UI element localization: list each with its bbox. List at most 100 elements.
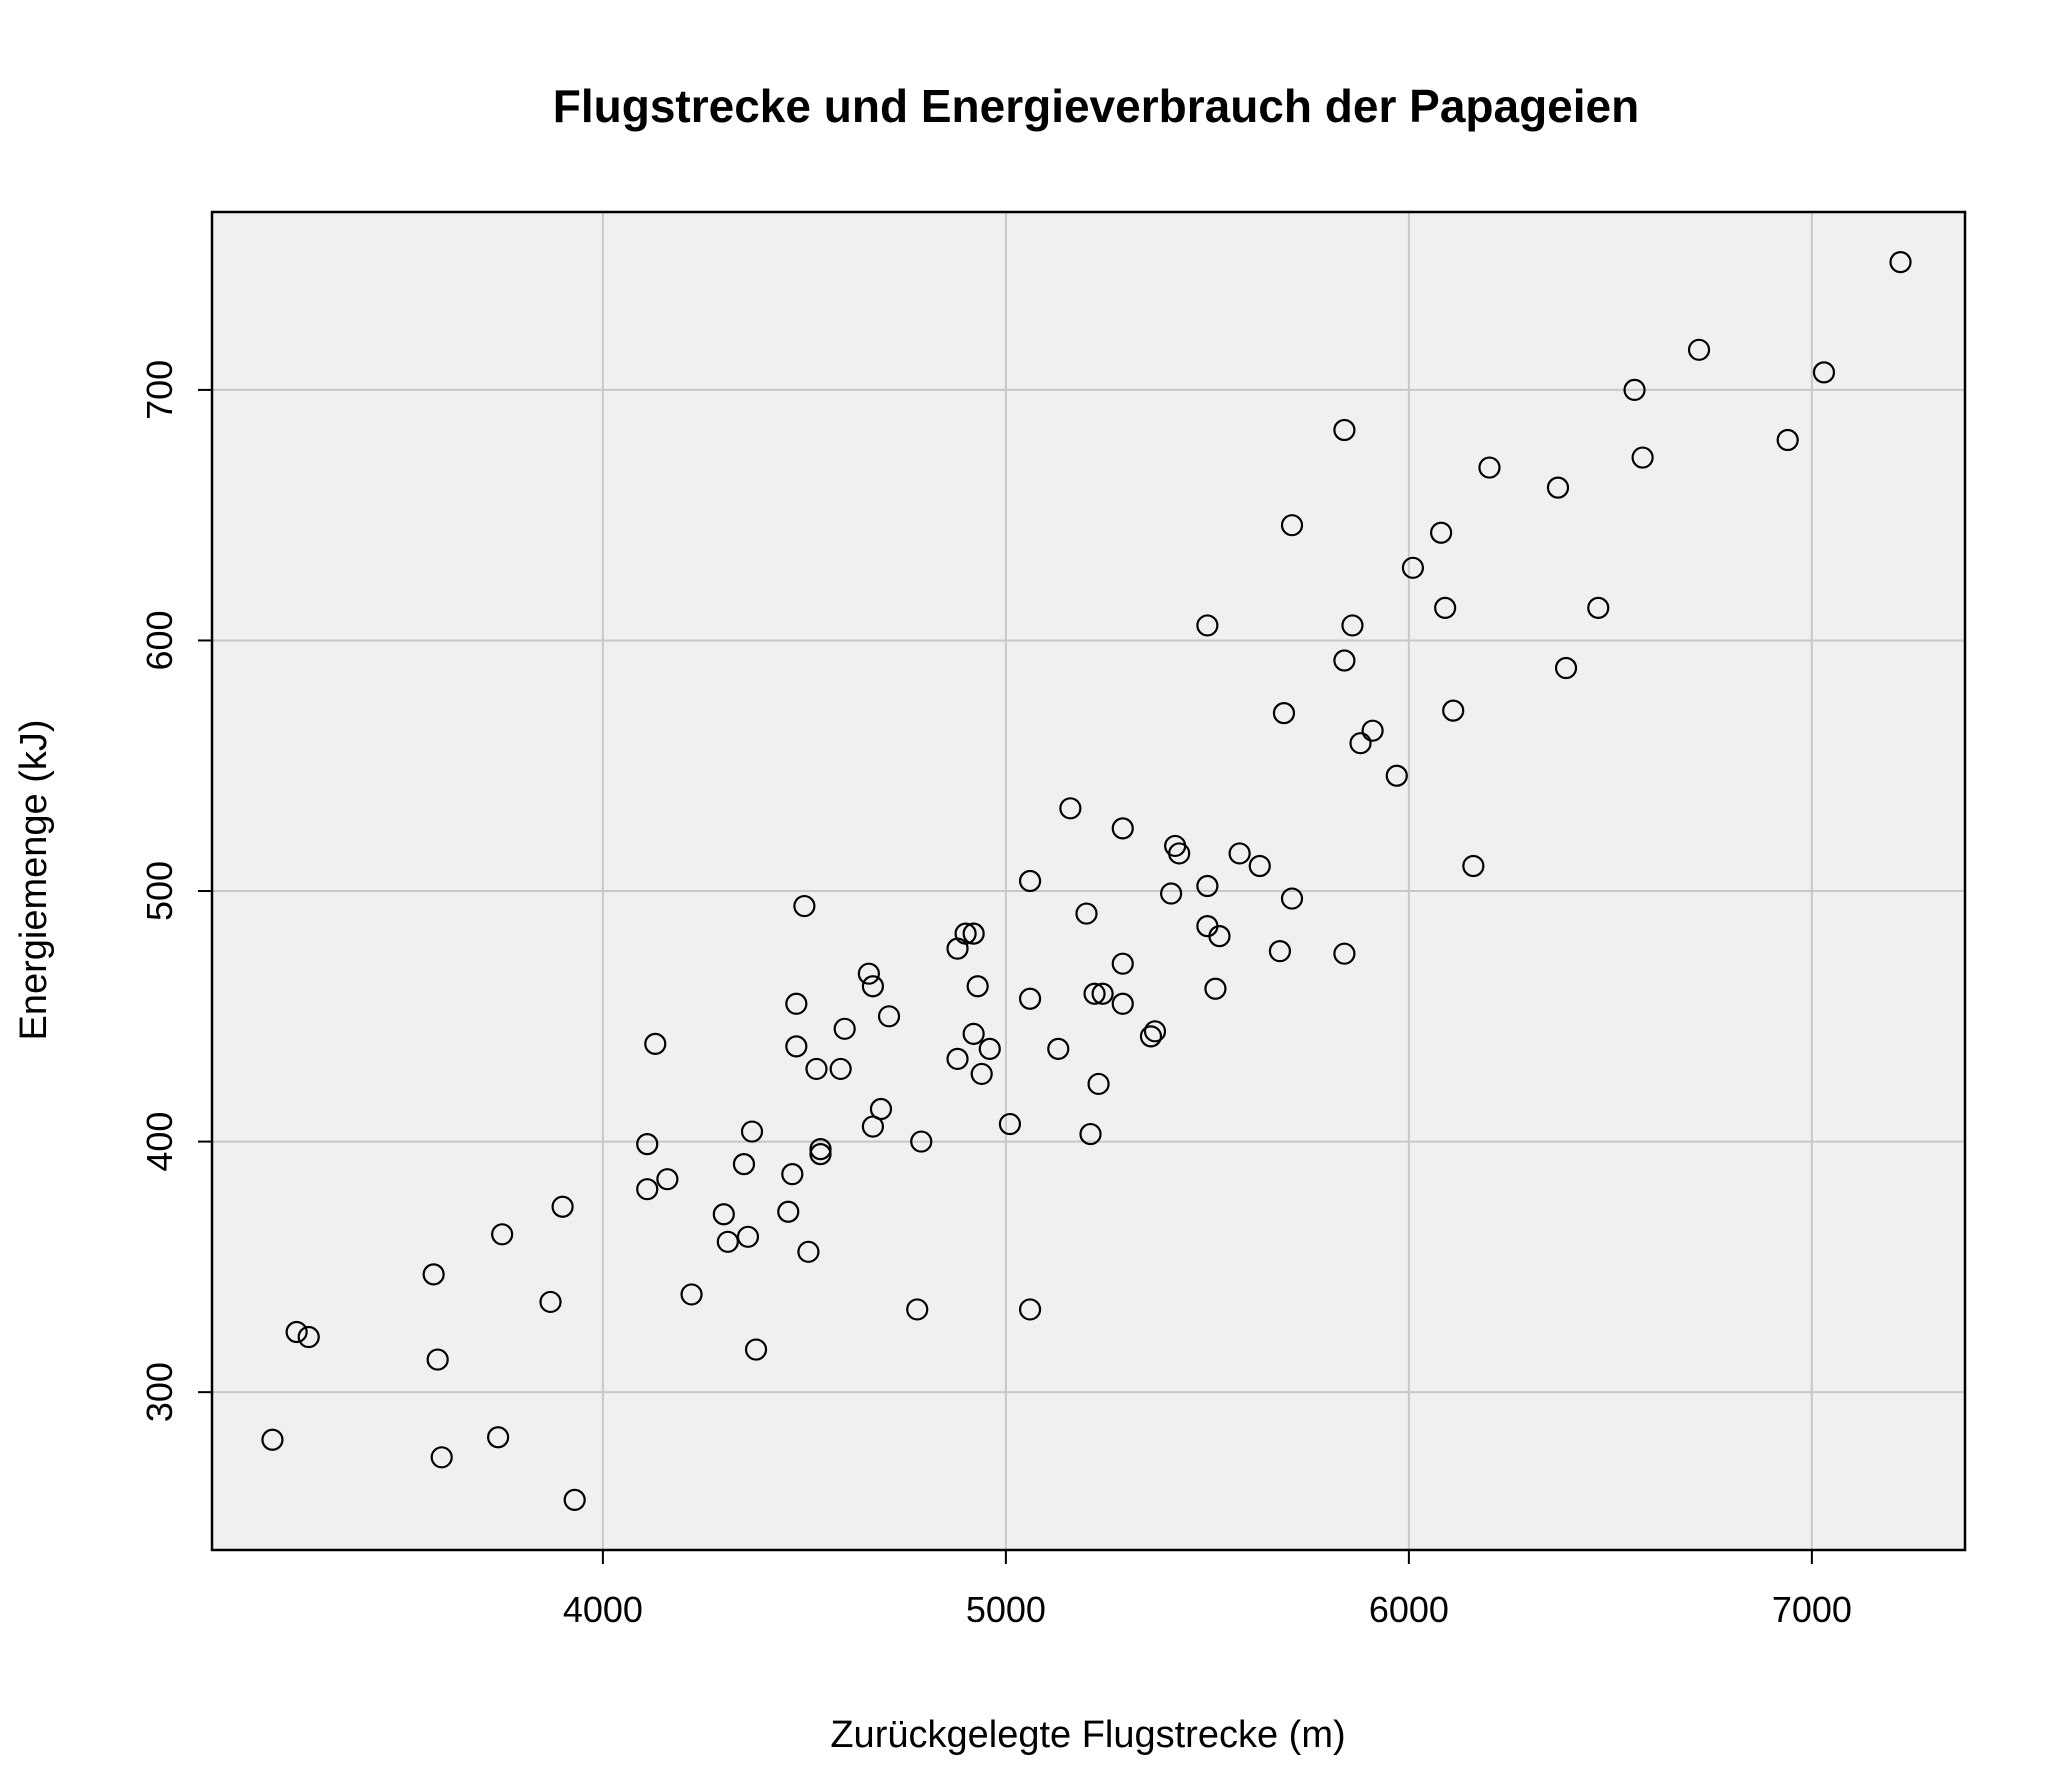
data-point: [809, 1143, 832, 1166]
data-point: [1587, 596, 1610, 619]
data-point: [744, 1338, 768, 1361]
data-point: [716, 1230, 739, 1253]
data-point: [740, 1120, 764, 1143]
data-point: [829, 1057, 852, 1081]
data-point: [954, 922, 977, 945]
data-point: [1228, 842, 1251, 865]
data-point: [877, 1005, 901, 1028]
x-axis-label: Zurückgelegte Flugstrecke (m): [830, 1714, 1345, 1756]
x-tick-label: 5000: [966, 1589, 1046, 1630]
data-point: [962, 922, 985, 945]
y-axis-label: Energiemenge (kJ): [13, 719, 55, 1040]
data-point: [1401, 556, 1425, 579]
data-point: [1442, 699, 1465, 722]
data-point: [809, 1138, 832, 1161]
plot-area: [212, 212, 1965, 1550]
data-point: [1111, 817, 1134, 840]
data-point: [644, 1032, 667, 1055]
data-point: [1018, 987, 1042, 1010]
data-point: [1280, 514, 1304, 537]
data-point: [1091, 982, 1114, 1005]
data-point: [910, 1130, 933, 1153]
data-point: [966, 975, 989, 998]
data-points: [261, 251, 1912, 1511]
data-point: [962, 1022, 985, 1045]
data-point: [833, 1017, 856, 1040]
data-point: [487, 1426, 510, 1449]
data-point: [797, 1240, 820, 1263]
data-point: [1111, 992, 1134, 1015]
data-point: [1333, 649, 1356, 672]
data-point: [1349, 732, 1372, 755]
data-point: [1160, 882, 1183, 905]
data-point: [785, 992, 808, 1015]
y-tick-label: 700: [139, 360, 180, 420]
data-point: [906, 1298, 929, 1321]
data-point: [1554, 656, 1578, 680]
data-point: [1361, 719, 1384, 742]
data-point: [636, 1178, 659, 1201]
data-point: [1333, 418, 1356, 442]
data-point: [1018, 1298, 1042, 1321]
data-point: [680, 1283, 703, 1306]
data-point: [946, 1047, 969, 1070]
data-point: [998, 1112, 1022, 1136]
data-point: [1341, 614, 1364, 637]
data-point: [1430, 521, 1453, 544]
data-point: [1204, 977, 1227, 1000]
data-point: [1631, 446, 1654, 469]
data-point: [1889, 251, 1912, 274]
data-point: [297, 1325, 320, 1349]
data-point: [978, 1037, 1001, 1060]
data-point: [491, 1223, 514, 1246]
data-point: [539, 1290, 562, 1314]
data-point: [1272, 702, 1296, 725]
x-tick-label: 7000: [1772, 1589, 1852, 1630]
grid-lines: [212, 212, 1965, 1550]
data-point: [1139, 1025, 1163, 1048]
data-point: [793, 894, 816, 918]
data-point: [781, 1163, 804, 1186]
data-point: [656, 1168, 679, 1191]
y-tick-label: 400: [139, 1112, 180, 1172]
data-point: [1079, 1122, 1102, 1146]
x-tick-label: 4000: [563, 1589, 643, 1630]
data-point: [261, 1428, 284, 1451]
data-point: [1075, 902, 1098, 925]
data-point: [1478, 456, 1501, 479]
y-tick-label: 600: [139, 610, 180, 670]
data-point: [422, 1263, 445, 1286]
data-point: [1462, 854, 1485, 878]
data-point: [1111, 952, 1134, 975]
data-point: [551, 1195, 574, 1218]
data-point: [1168, 842, 1191, 865]
data-point: [712, 1203, 735, 1226]
y-tick-label: 300: [139, 1362, 180, 1422]
data-point: [1018, 869, 1042, 893]
data-point: [430, 1446, 453, 1469]
data-point: [869, 1097, 893, 1121]
data-point: [1776, 428, 1799, 452]
data-point: [736, 1225, 760, 1248]
plot-frame: [210, 210, 1967, 1552]
data-point: [1047, 1037, 1070, 1060]
data-point: [1196, 614, 1219, 637]
data-point: [1687, 338, 1711, 361]
data-point: [777, 1200, 800, 1223]
data-point: [636, 1132, 659, 1156]
data-point: [970, 1062, 993, 1086]
data-point: [1434, 596, 1457, 619]
x-axis-ticks: 4000 5000 6000 7000: [563, 1550, 1852, 1630]
data-point: [1083, 982, 1106, 1005]
data-point: [785, 1035, 808, 1058]
data-point: [1248, 854, 1271, 878]
data-point: [1280, 887, 1304, 910]
data-point: [1385, 764, 1408, 787]
data-point: [563, 1488, 586, 1511]
y-tick-label: 500: [139, 861, 180, 921]
data-point: [1268, 940, 1292, 963]
data-point: [1196, 874, 1219, 898]
data-point: [1059, 797, 1082, 820]
data-point: [1812, 361, 1836, 384]
